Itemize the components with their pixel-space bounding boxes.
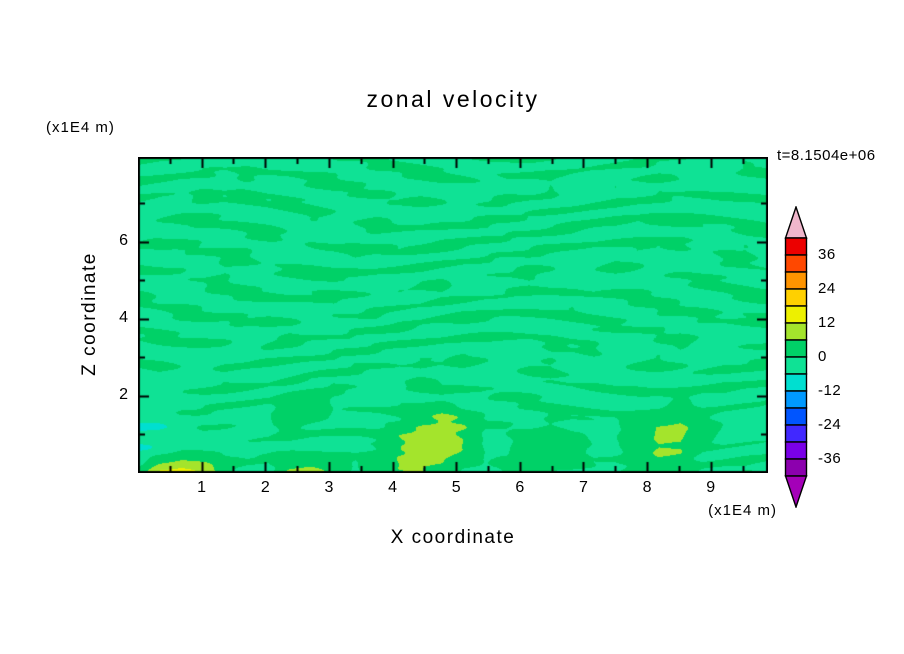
x-tick-label: 8 (642, 479, 652, 496)
colorbar-label: -24 (818, 416, 842, 433)
x-tick-label: 5 (451, 479, 461, 496)
colorbar-label: -36 (818, 450, 842, 467)
y-tick-label: 2 (119, 385, 128, 403)
x-tick-label: 9 (706, 479, 716, 496)
x-tick-label: 2 (260, 479, 270, 496)
colorbar-svg (784, 206, 808, 508)
x-tick-label: 1 (197, 479, 207, 496)
x-tick-label: 7 (579, 479, 588, 496)
y-axis-unit-label: (x1E4 m) (46, 119, 115, 136)
colorbar-label: 0 (818, 348, 827, 365)
x-tick-label: 6 (515, 479, 525, 496)
colorbar-label: 12 (818, 314, 836, 331)
colorbar-label: -12 (818, 382, 842, 399)
y-tick-label: 4 (119, 308, 128, 326)
x-tick-label: 4 (388, 479, 397, 496)
time-label: t=8.1504e+06 (777, 147, 876, 164)
plot-title: zonal velocity (366, 86, 540, 112)
colorbar-label: 36 (818, 246, 836, 263)
x-tick-label: 3 (324, 479, 334, 496)
y-tick-label: 6 (119, 231, 128, 249)
contour-canvas (138, 157, 768, 473)
x-axis-title: X coordinate (390, 527, 516, 548)
x-axis-unit-label: (x1E4 m) (708, 502, 777, 519)
colorbar-label: 24 (818, 280, 836, 297)
